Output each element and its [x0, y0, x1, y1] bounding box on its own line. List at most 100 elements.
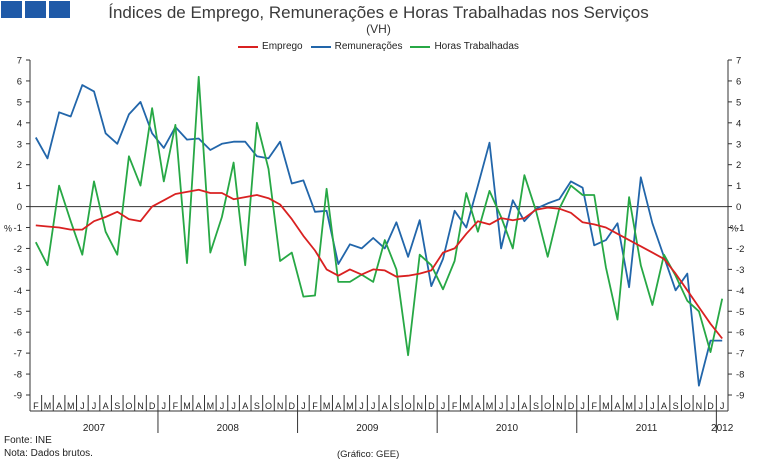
- y-tick-label-left: 5: [17, 97, 22, 108]
- month-label: D: [707, 401, 714, 411]
- legend-item-remuneracoes: Remunerações: [310, 41, 403, 52]
- legend-item-emprego: Emprego: [238, 41, 303, 52]
- month-label: M: [463, 401, 471, 411]
- month-label: A: [242, 401, 248, 411]
- month-label: O: [125, 401, 132, 411]
- month-label: M: [323, 401, 331, 411]
- y-tick-label-right: -6: [736, 328, 744, 339]
- chart-title: Índices de Emprego, Remunerações e Horas…: [108, 3, 649, 22]
- legend-item-horas: Horas Trabalhadas: [410, 41, 519, 52]
- logo-block: [1, 1, 22, 18]
- y-tick-label-right: 2: [736, 160, 741, 171]
- month-label: F: [591, 401, 597, 411]
- y-tick-label-right: 1: [736, 181, 741, 192]
- y-tick-label-left: -4: [14, 286, 22, 297]
- y-tick-label-right: 6: [736, 76, 741, 87]
- month-label: A: [661, 401, 667, 411]
- month-label: D: [149, 401, 156, 411]
- y-tick-label-left: -6: [14, 328, 22, 339]
- month-label: S: [673, 401, 679, 411]
- year-label: 2007: [83, 423, 106, 434]
- y-tick-label-left: -9: [14, 391, 22, 402]
- source-note: Fonte: INE: [4, 435, 52, 446]
- year-label: 2008: [217, 423, 240, 434]
- y-tick-label-right: -5: [736, 307, 744, 318]
- y-tick-label-right: 4: [736, 118, 741, 129]
- month-label: J: [359, 401, 364, 411]
- month-label: F: [452, 401, 458, 411]
- month-label: N: [416, 401, 423, 411]
- y-tick-label-right: -1: [736, 223, 744, 234]
- month-label: J: [371, 401, 376, 411]
- month-label: J: [301, 401, 306, 411]
- year-label: 2010: [496, 423, 519, 434]
- month-label: J: [499, 401, 504, 411]
- month-label: A: [614, 401, 620, 411]
- month-label: A: [521, 401, 527, 411]
- month-label: A: [335, 401, 341, 411]
- y-tick-label-left: 3: [17, 139, 22, 150]
- month-label: F: [312, 401, 318, 411]
- legend-label-emprego: Emprego: [262, 41, 303, 52]
- month-label: O: [405, 401, 412, 411]
- month-label: M: [207, 401, 215, 411]
- month-label: M: [346, 401, 354, 411]
- y-tick-label-left: 6: [17, 76, 22, 87]
- y-tick-label-left: -3: [14, 265, 22, 276]
- month-label: J: [231, 401, 236, 411]
- year-label: 2012: [711, 423, 734, 434]
- legend-label-horas: Horas Trabalhadas: [434, 41, 519, 52]
- month-label: M: [486, 401, 494, 411]
- month-label: A: [56, 401, 62, 411]
- month-label: A: [103, 401, 109, 411]
- month-label: A: [475, 401, 481, 411]
- y-tick-label-left: 7: [17, 56, 22, 67]
- month-label: N: [556, 401, 563, 411]
- month-label: J: [720, 401, 725, 411]
- logo-block: [49, 1, 70, 18]
- logo-block: [25, 1, 46, 18]
- y-tick-label-right: -4: [736, 286, 744, 297]
- month-label: M: [44, 401, 52, 411]
- month-label: J: [92, 401, 97, 411]
- month-label: J: [220, 401, 225, 411]
- month-label: S: [393, 401, 399, 411]
- y-tick-label-left: 4: [17, 118, 22, 129]
- month-label: S: [254, 401, 260, 411]
- legend-swatch-horas: [410, 45, 431, 48]
- y-tick-label-left: -2: [14, 244, 22, 255]
- month-label: O: [684, 401, 691, 411]
- month-label: S: [533, 401, 539, 411]
- y-tick-label-left: -1: [14, 223, 22, 234]
- month-label: N: [277, 401, 284, 411]
- month-label: J: [80, 401, 85, 411]
- month-label: J: [650, 401, 655, 411]
- month-label: J: [580, 401, 585, 411]
- y-tick-label-left: -8: [14, 370, 22, 381]
- month-label: N: [696, 401, 703, 411]
- chart-subtitle: (VH): [366, 22, 391, 36]
- month-label: D: [289, 401, 296, 411]
- series-line-horas-trabalhadas: [34, 75, 724, 357]
- legend-label-remuneracoes: Remunerações: [334, 41, 403, 52]
- y-unit-right: %: [730, 224, 738, 234]
- data-note: Nota: Dados brutos.: [4, 448, 93, 459]
- year-label: 2011: [636, 423, 658, 434]
- month-label: N: [137, 401, 144, 411]
- legend-swatch-remuneracoes: [310, 45, 331, 48]
- month-label: J: [639, 401, 644, 411]
- y-tick-label-left: 0: [17, 202, 22, 213]
- y-tick-label-left: -7: [14, 349, 22, 360]
- y-tick-label-right: -8: [736, 370, 744, 381]
- series-line-emprego: [35, 188, 723, 340]
- month-label: D: [568, 401, 575, 411]
- month-label: M: [602, 401, 610, 411]
- month-label: M: [67, 401, 75, 411]
- month-label: F: [173, 401, 179, 411]
- y-tick-label-right: 3: [736, 139, 741, 150]
- month-label: O: [265, 401, 272, 411]
- month-label: A: [382, 401, 388, 411]
- month-label: J: [441, 401, 446, 411]
- legend-swatch-emprego: [238, 45, 259, 48]
